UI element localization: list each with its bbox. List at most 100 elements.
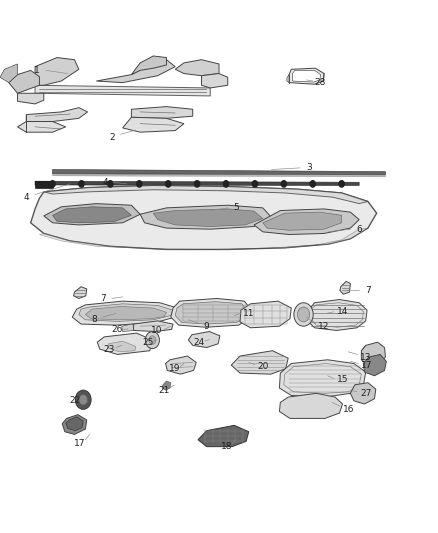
Circle shape	[145, 332, 159, 349]
Text: 13: 13	[360, 353, 372, 361]
Polygon shape	[79, 304, 173, 321]
Text: 20: 20	[257, 362, 268, 371]
Text: 17: 17	[361, 361, 373, 369]
Text: 18: 18	[221, 442, 233, 451]
Text: 25: 25	[142, 338, 154, 346]
Polygon shape	[0, 64, 18, 83]
Polygon shape	[44, 185, 368, 204]
Text: 19: 19	[169, 365, 180, 373]
Polygon shape	[9, 70, 39, 93]
Polygon shape	[96, 60, 175, 83]
Polygon shape	[53, 207, 131, 223]
Text: 15: 15	[337, 375, 348, 384]
Text: 7: 7	[100, 294, 106, 303]
Polygon shape	[175, 60, 219, 76]
Polygon shape	[53, 174, 385, 177]
Polygon shape	[263, 212, 342, 230]
Text: 28: 28	[314, 78, 325, 87]
Circle shape	[79, 181, 84, 187]
Polygon shape	[26, 108, 88, 122]
Text: 1: 1	[34, 66, 40, 75]
Text: 11: 11	[243, 309, 254, 318]
Polygon shape	[53, 169, 385, 175]
Polygon shape	[307, 300, 367, 330]
Text: 4: 4	[24, 193, 29, 201]
Polygon shape	[293, 70, 321, 82]
Circle shape	[194, 181, 200, 187]
Polygon shape	[162, 381, 171, 390]
Circle shape	[166, 181, 171, 187]
Circle shape	[50, 181, 55, 187]
Polygon shape	[279, 360, 366, 397]
Text: 4: 4	[102, 178, 108, 187]
Text: 9: 9	[203, 322, 209, 330]
Polygon shape	[171, 298, 251, 327]
Text: 2: 2	[109, 133, 114, 142]
Polygon shape	[123, 117, 184, 132]
Text: 8: 8	[91, 316, 97, 324]
Text: 14: 14	[337, 308, 348, 316]
Polygon shape	[62, 415, 87, 434]
Polygon shape	[44, 204, 140, 225]
Polygon shape	[31, 185, 377, 249]
Polygon shape	[74, 287, 87, 298]
Text: 23: 23	[103, 345, 114, 353]
Polygon shape	[188, 332, 220, 348]
Polygon shape	[140, 205, 272, 229]
Text: 10: 10	[151, 326, 162, 335]
Polygon shape	[122, 324, 137, 332]
Polygon shape	[131, 107, 193, 118]
Polygon shape	[254, 209, 359, 235]
Polygon shape	[107, 341, 136, 352]
Text: 3: 3	[306, 164, 312, 172]
Polygon shape	[97, 333, 152, 354]
Polygon shape	[279, 393, 343, 418]
Circle shape	[297, 307, 310, 322]
Polygon shape	[287, 75, 289, 83]
Polygon shape	[18, 122, 66, 132]
Text: 16: 16	[343, 405, 354, 414]
Polygon shape	[35, 181, 359, 185]
Text: 5: 5	[233, 204, 240, 212]
Circle shape	[294, 303, 313, 326]
Polygon shape	[153, 209, 263, 227]
Circle shape	[79, 394, 88, 405]
Polygon shape	[35, 85, 210, 96]
Polygon shape	[364, 354, 386, 376]
Polygon shape	[134, 321, 173, 332]
Circle shape	[108, 181, 113, 187]
Text: 12: 12	[318, 322, 329, 330]
Polygon shape	[39, 228, 368, 249]
Circle shape	[223, 181, 229, 187]
Polygon shape	[85, 306, 166, 320]
Text: 26: 26	[112, 325, 123, 334]
Circle shape	[281, 181, 286, 187]
Circle shape	[137, 181, 142, 187]
Polygon shape	[175, 302, 247, 324]
Text: 24: 24	[194, 338, 205, 346]
Polygon shape	[350, 383, 376, 404]
Circle shape	[75, 390, 91, 409]
Polygon shape	[35, 181, 53, 188]
Polygon shape	[289, 68, 324, 84]
Text: 22: 22	[70, 397, 81, 405]
Text: 6: 6	[356, 225, 362, 233]
Polygon shape	[201, 74, 228, 88]
Polygon shape	[198, 425, 249, 447]
Circle shape	[149, 336, 156, 344]
Polygon shape	[18, 93, 44, 104]
Polygon shape	[231, 351, 288, 374]
Text: 17: 17	[74, 439, 85, 448]
Polygon shape	[340, 281, 350, 294]
Polygon shape	[361, 342, 385, 365]
Polygon shape	[240, 301, 291, 328]
Text: 27: 27	[360, 389, 371, 398]
Polygon shape	[66, 417, 83, 431]
Polygon shape	[166, 356, 196, 374]
Text: 7: 7	[365, 286, 371, 295]
Polygon shape	[35, 58, 79, 85]
Polygon shape	[72, 301, 177, 325]
Circle shape	[339, 181, 344, 187]
Circle shape	[252, 181, 258, 187]
Text: 21: 21	[159, 386, 170, 394]
